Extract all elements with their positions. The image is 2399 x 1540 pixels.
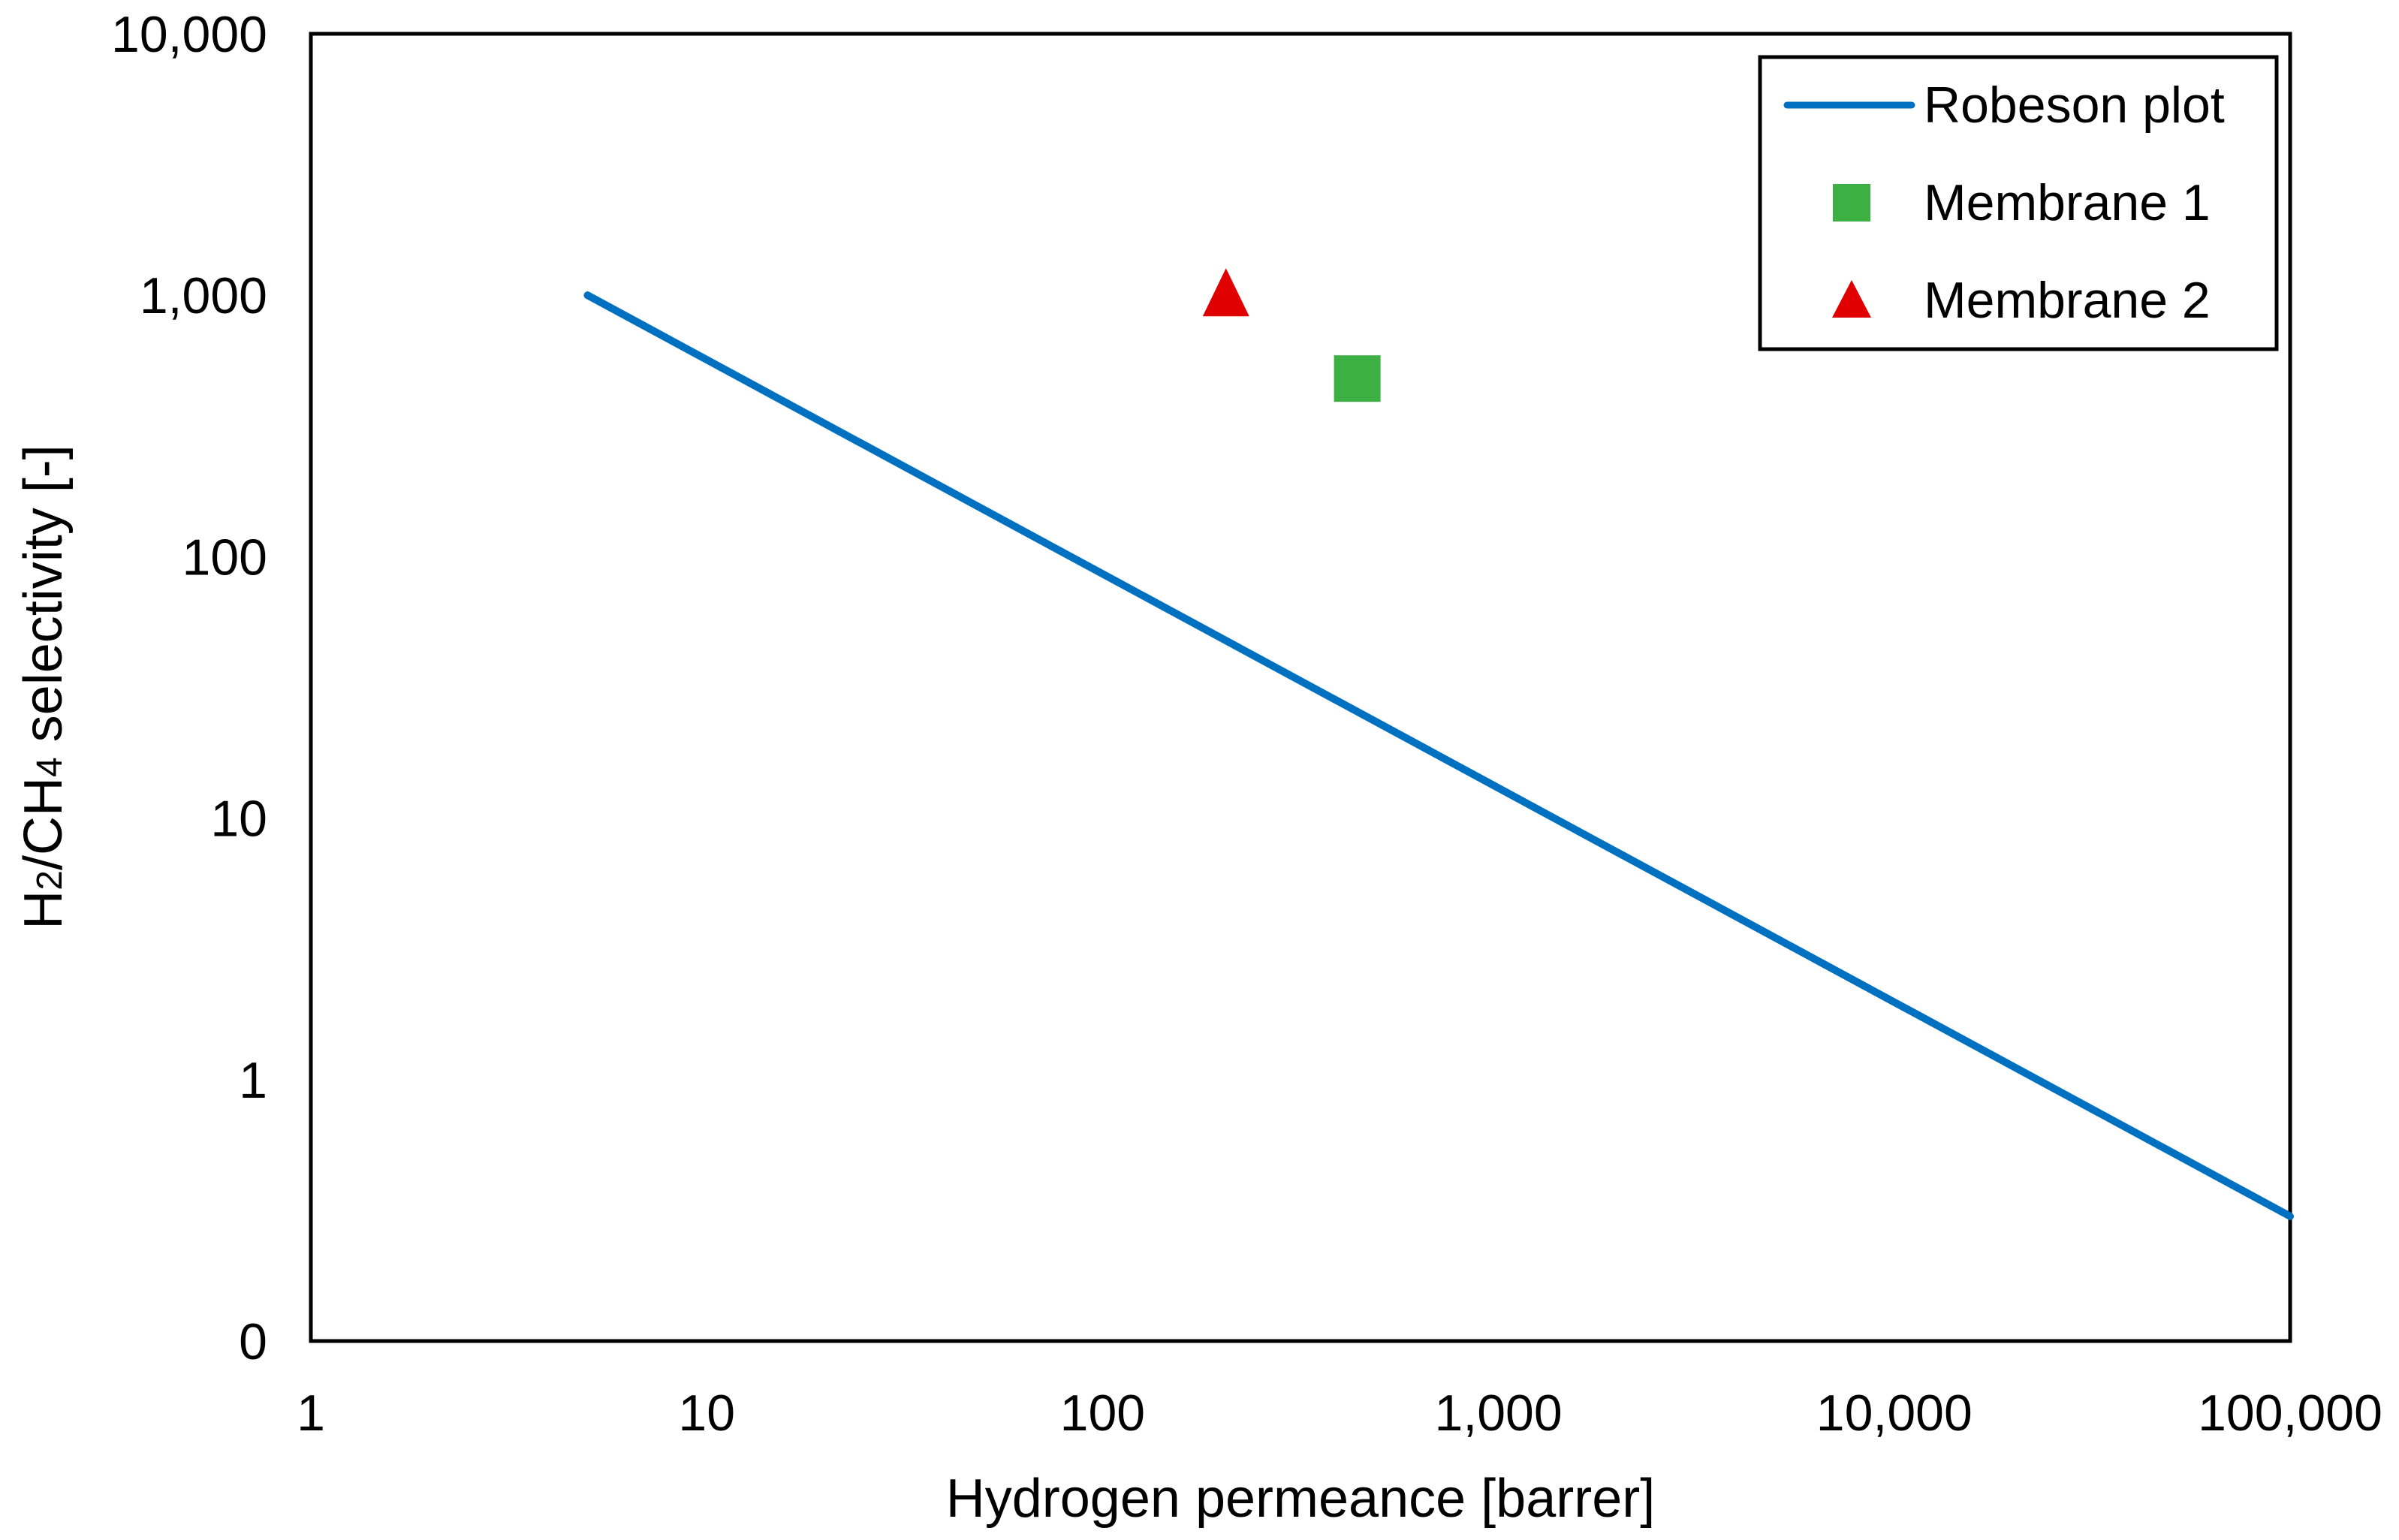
membrane-2-point bbox=[1202, 268, 1249, 317]
y-tick-label: 1,000 bbox=[140, 267, 267, 324]
x-tick-label: 10 bbox=[678, 1385, 735, 1442]
y-axis-title: H2/CH4 selectivity [-] bbox=[14, 445, 74, 929]
membrane-1-point bbox=[1334, 355, 1381, 402]
robeson-line bbox=[583, 291, 2294, 1220]
x-tick-label: 100 bbox=[1060, 1385, 1145, 1442]
y-tick-labels: 0 1 10 100 1,000 10,000 bbox=[111, 6, 267, 1370]
legend-label-membrane-1: Membrane 1 bbox=[1924, 174, 2211, 231]
legend-label-robeson: Robeson plot bbox=[1924, 77, 2225, 134]
y-tick-label: 1 bbox=[239, 1052, 267, 1109]
legend-square-swatch bbox=[1833, 184, 1870, 222]
series-layer bbox=[583, 268, 2294, 1220]
legend-label-membrane-2: Membrane 2 bbox=[1924, 272, 2211, 329]
x-axis-title: Hydrogen permeance [barrer] bbox=[946, 1469, 1655, 1529]
x-tick-labels: 1 10 100 1,000 10,000 100,000 bbox=[297, 1385, 2382, 1442]
y-tick-label: 10 bbox=[210, 791, 267, 848]
y-tick-label: 100 bbox=[182, 529, 267, 586]
x-tick-label: 1 bbox=[297, 1385, 325, 1442]
y-tick-label: 10,000 bbox=[111, 6, 267, 63]
legend: Robeson plot Membrane 1 Membrane 2 bbox=[1758, 55, 2279, 351]
x-tick-label: 1,000 bbox=[1435, 1385, 1563, 1442]
legend-triangle-swatch bbox=[1832, 280, 1871, 318]
y-tick-label: 0 bbox=[239, 1313, 267, 1370]
x-tick-label: 10,000 bbox=[1816, 1385, 1973, 1442]
x-tick-label: 100,000 bbox=[2198, 1385, 2382, 1442]
